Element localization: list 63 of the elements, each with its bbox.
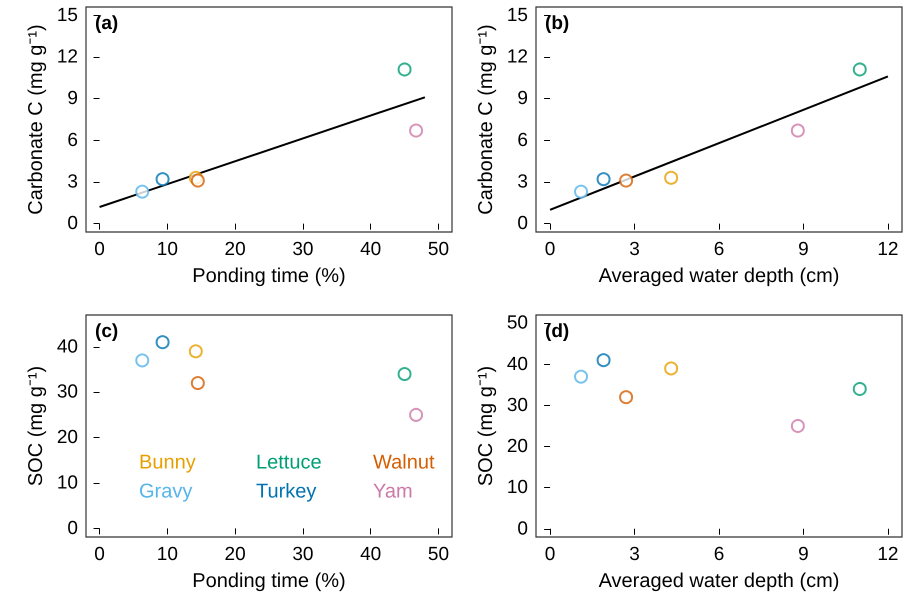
y-tick-label: 10: [56, 472, 78, 494]
y-tick-label: 3: [67, 172, 78, 192]
y-axis-title: Carbonate C (mg g⁻¹): [474, 24, 497, 215]
chart-title: (d): [545, 321, 570, 342]
x-tick-label: 0: [544, 239, 556, 260]
x-tick-label: 0: [94, 544, 105, 565]
y-axis-title: Carbonate C (mg g⁻¹): [24, 24, 47, 215]
x-tick-label: 6: [714, 239, 724, 260]
y-tick-label: 15: [56, 4, 78, 26]
text: Turkey: [256, 480, 316, 503]
y-tick-label: 9: [517, 88, 528, 110]
y-tick-label: 3: [517, 172, 528, 192]
x-tick-label: 10: [156, 239, 178, 260]
x-tick-label: 3: [629, 544, 640, 565]
x-tick-label: 50: [428, 239, 450, 260]
x-tick-label: 0: [544, 544, 556, 565]
y-tick-label: 30: [506, 394, 528, 416]
text: Bunny: [139, 452, 196, 474]
x-tick-label: 50: [428, 544, 450, 565]
y-tick-label: 30: [56, 382, 78, 403]
y-axis-title: SOC (mg g⁻¹): [474, 366, 497, 486]
y-tick-label: 12: [56, 46, 78, 68]
y-tick-label: 20: [506, 436, 528, 458]
x-tick-label: 9: [798, 239, 809, 260]
y-tick-label: 6: [67, 130, 78, 151]
chart-title: (a): [95, 13, 118, 34]
y-tick-label: 20: [56, 427, 78, 448]
y-tick-label: 40: [506, 354, 528, 375]
x-tick-label: 3: [629, 239, 640, 260]
text: Lettuce: [256, 452, 322, 474]
chart-title: (b): [545, 13, 570, 34]
x-axis-title: Ponding time (%): [192, 570, 346, 592]
x-tick-label: 30: [292, 239, 314, 260]
x-tick-label: 20: [224, 544, 246, 565]
x-tick-label: 10: [156, 544, 178, 565]
x-tick-label: 0: [94, 239, 105, 260]
x-axis-title: Ponding time (%): [192, 265, 346, 287]
x-tick-label: 6: [714, 544, 724, 565]
y-tick-label: 50: [506, 312, 528, 334]
x-tick-label: 12: [877, 544, 898, 565]
y-axis-title: SOC (mg g⁻¹): [24, 366, 47, 486]
y-tick-label: 0: [67, 518, 78, 539]
x-tick-label: 40: [360, 239, 382, 260]
y-tick-label: 10: [506, 477, 528, 498]
y-tick-label: 0: [517, 213, 528, 234]
x-tick-label: 20: [224, 239, 246, 260]
x-tick-label: 30: [292, 544, 314, 565]
x-axis-title: Averaged water depth (cm): [598, 265, 840, 287]
y-tick-label: 40: [56, 336, 78, 358]
x-axis-title: Averaged water depth (cm): [598, 570, 840, 592]
text: Gravy: [139, 480, 192, 503]
y-tick-label: 6: [517, 130, 528, 151]
x-tick-label: 12: [877, 239, 898, 260]
text: Yam: [373, 480, 413, 503]
chart-title: (c): [95, 321, 118, 342]
text: Walnut: [373, 452, 435, 474]
y-tick-label: 0: [517, 518, 528, 540]
y-tick-label: 9: [67, 88, 78, 110]
x-tick-label: 9: [798, 544, 809, 565]
x-tick-label: 40: [360, 544, 382, 565]
y-tick-label: 12: [506, 46, 528, 68]
y-tick-label: 15: [506, 4, 528, 26]
y-tick-label: 0: [67, 213, 78, 234]
